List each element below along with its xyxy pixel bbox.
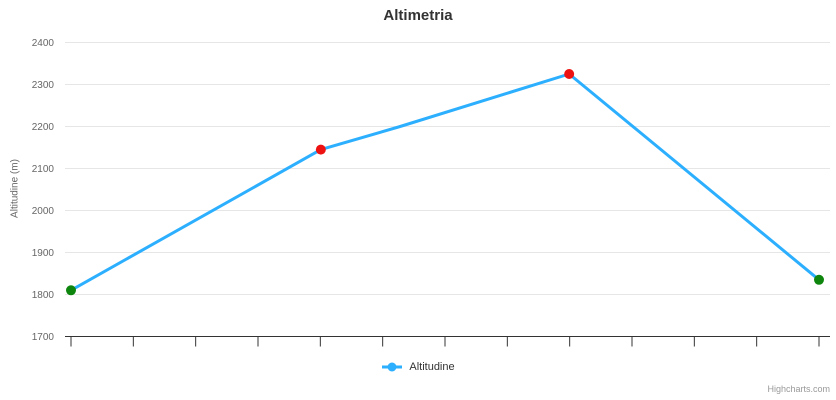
y-axis-label: 1700 — [32, 332, 55, 343]
y-axis-label: 1800 — [32, 290, 55, 301]
legend-label: Altitudine — [409, 361, 455, 373]
legend-item-altitudine[interactable]: Altitudine — [0, 360, 836, 374]
series-line-altitudine[interactable] — [69, 72, 821, 292]
y-axis-label: 2400 — [32, 38, 55, 49]
y-axis-label: 2000 — [32, 206, 55, 217]
legend-marker-dot — [387, 362, 397, 372]
legend-marker-icon — [382, 362, 403, 372]
data-point-marker[interactable] — [66, 285, 76, 296]
data-point-marker[interactable] — [814, 274, 824, 285]
data-point-marker[interactable] — [315, 144, 326, 155]
credits-link[interactable]: Highcharts.com — [767, 384, 830, 394]
y-axis-label: 2200 — [32, 122, 55, 133]
data-point-marker[interactable] — [564, 69, 575, 79]
y-axis-label: 2100 — [32, 164, 55, 175]
chart-title: Altimetria — [383, 7, 453, 24]
y-axis-label: 1900 — [32, 248, 55, 259]
y-axis-label: 2300 — [32, 80, 55, 91]
